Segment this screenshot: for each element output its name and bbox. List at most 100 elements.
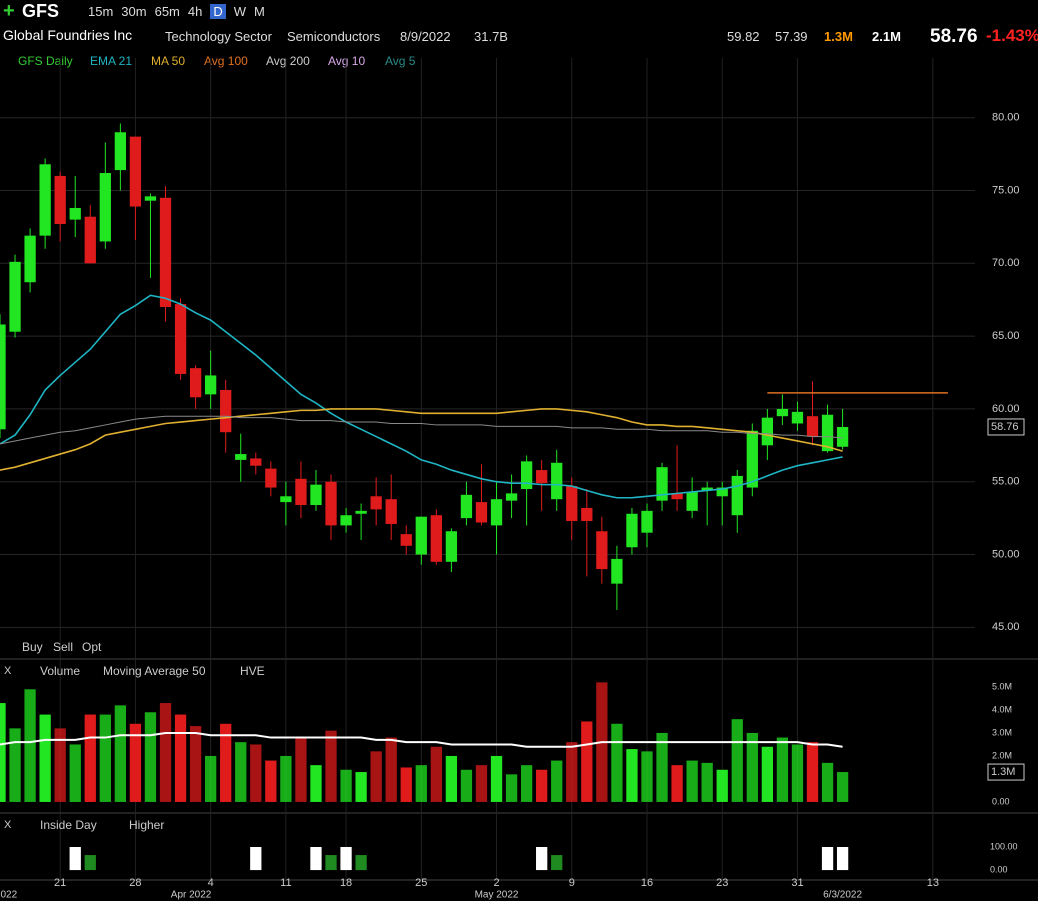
trade-button[interactable]: Sell: [53, 640, 73, 654]
legend-entry[interactable]: EMA 21: [90, 54, 133, 68]
volume-bar: [114, 705, 127, 802]
date: 8/9/2022: [400, 29, 451, 44]
x-tick-label: 2: [493, 877, 499, 889]
industry: Semiconductors: [287, 29, 381, 44]
volume-bar: [430, 746, 442, 802]
volume-bar: [686, 760, 698, 802]
volume-bar: [566, 742, 578, 802]
volume-tick-label: 0.00: [992, 796, 1010, 806]
legend-entry[interactable]: MA 50: [151, 54, 186, 68]
volume-bar: [99, 714, 111, 802]
candle-body: [490, 499, 503, 526]
inside-day-bar: [821, 847, 834, 871]
legend-entry[interactable]: Avg 200: [266, 54, 310, 68]
trade-button[interactable]: Buy: [22, 640, 43, 654]
candle-body: [385, 499, 397, 524]
inside-day-bar: [69, 847, 81, 871]
volume-bar: [551, 760, 563, 802]
pane-label: HVE: [240, 664, 265, 678]
volume-bar: [159, 703, 172, 802]
volume-bar: [445, 755, 458, 802]
timeframe[interactable]: 65m: [154, 4, 180, 19]
candle-body: [84, 216, 96, 264]
volume-bar: [415, 765, 427, 802]
candle-body: [159, 197, 172, 307]
candle-body: [821, 414, 834, 452]
candle-body: [174, 304, 187, 374]
timeframe[interactable]: W: [233, 4, 247, 19]
volume-bar: [536, 769, 548, 802]
trade-button[interactable]: Opt: [82, 640, 102, 654]
volume-tick-label: 4.0M: [992, 704, 1012, 714]
inside-day-bar: [310, 847, 322, 871]
candle-body: [701, 487, 713, 491]
symbol[interactable]: GFS: [22, 1, 60, 21]
moving-average: [0, 294, 843, 499]
badge-box: [987, 418, 1025, 436]
y-tick-label: 45.00: [992, 621, 1020, 633]
volume-bar: [235, 742, 247, 802]
volume-bar: [806, 742, 819, 802]
volume-bar: [791, 744, 804, 802]
volume-bar: [0, 703, 6, 802]
candle-body: [9, 261, 21, 332]
pane-label: Higher: [129, 818, 164, 832]
add[interactable]: +: [3, 0, 15, 22]
volume-bar: [505, 774, 518, 802]
timeframe[interactable]: 30m: [121, 4, 147, 19]
volume-bar: [385, 737, 397, 802]
volume-bar: [54, 728, 66, 802]
badge-box: [987, 763, 1025, 781]
legend-entry[interactable]: Avg 100: [204, 54, 248, 68]
candle-body: [295, 478, 307, 506]
candle-body: [340, 515, 352, 526]
volume-bar: [475, 765, 488, 802]
y-tick-label: 70.00: [992, 257, 1020, 269]
pane-label: Inside Day: [40, 818, 97, 832]
legend-entry[interactable]: GFS Daily: [18, 54, 73, 68]
timeframe[interactable]: D: [210, 4, 226, 19]
indicator-close[interactable]: X: [4, 819, 12, 831]
volume-bar: [716, 769, 728, 802]
candle-body: [611, 558, 623, 584]
company: Global Foundries Inc: [3, 27, 133, 43]
y-tick-label: 50.00: [992, 548, 1020, 560]
volume-bar: [69, 744, 81, 802]
candle-body: [310, 484, 322, 506]
candle-body: [551, 462, 563, 500]
timeframe[interactable]: 15m: [88, 4, 114, 19]
candle-body: [581, 507, 593, 522]
volume-bar: [626, 749, 638, 802]
candle-body: [370, 496, 382, 510]
candle-body: [235, 454, 247, 460]
volume-bar: [250, 744, 262, 802]
volume-bar: [776, 737, 789, 802]
legend-entry[interactable]: Avg 10: [328, 54, 366, 68]
volume-bar: [189, 726, 202, 802]
candle-body: [566, 486, 578, 522]
indicator-tick-label: 100.00: [990, 841, 1018, 851]
volume-bar: [596, 682, 608, 802]
price: 58.76: [930, 26, 978, 47]
candle-body: [280, 496, 292, 503]
candle-body: [400, 534, 412, 546]
candle-body: [671, 493, 683, 500]
volume-bar: [641, 751, 653, 802]
volume-bar: [39, 714, 51, 802]
candle-body: [716, 487, 728, 497]
x-tick-label: 21: [54, 877, 66, 889]
timeframe[interactable]: 4h: [187, 4, 203, 19]
volume-close[interactable]: X: [4, 665, 12, 677]
legend-entry[interactable]: Avg 5: [385, 54, 416, 68]
y-tick-label: 65.00: [992, 330, 1020, 342]
candle-body: [536, 470, 548, 484]
x-tick-label: 4: [208, 877, 214, 889]
candle-body: [39, 164, 51, 236]
moving-average: [0, 408, 843, 471]
timeframe[interactable]: M: [254, 4, 265, 19]
higher-bar: [551, 855, 563, 871]
candle-body: [99, 173, 111, 242]
volume-bar: [144, 712, 157, 802]
candle-body: [355, 510, 367, 514]
